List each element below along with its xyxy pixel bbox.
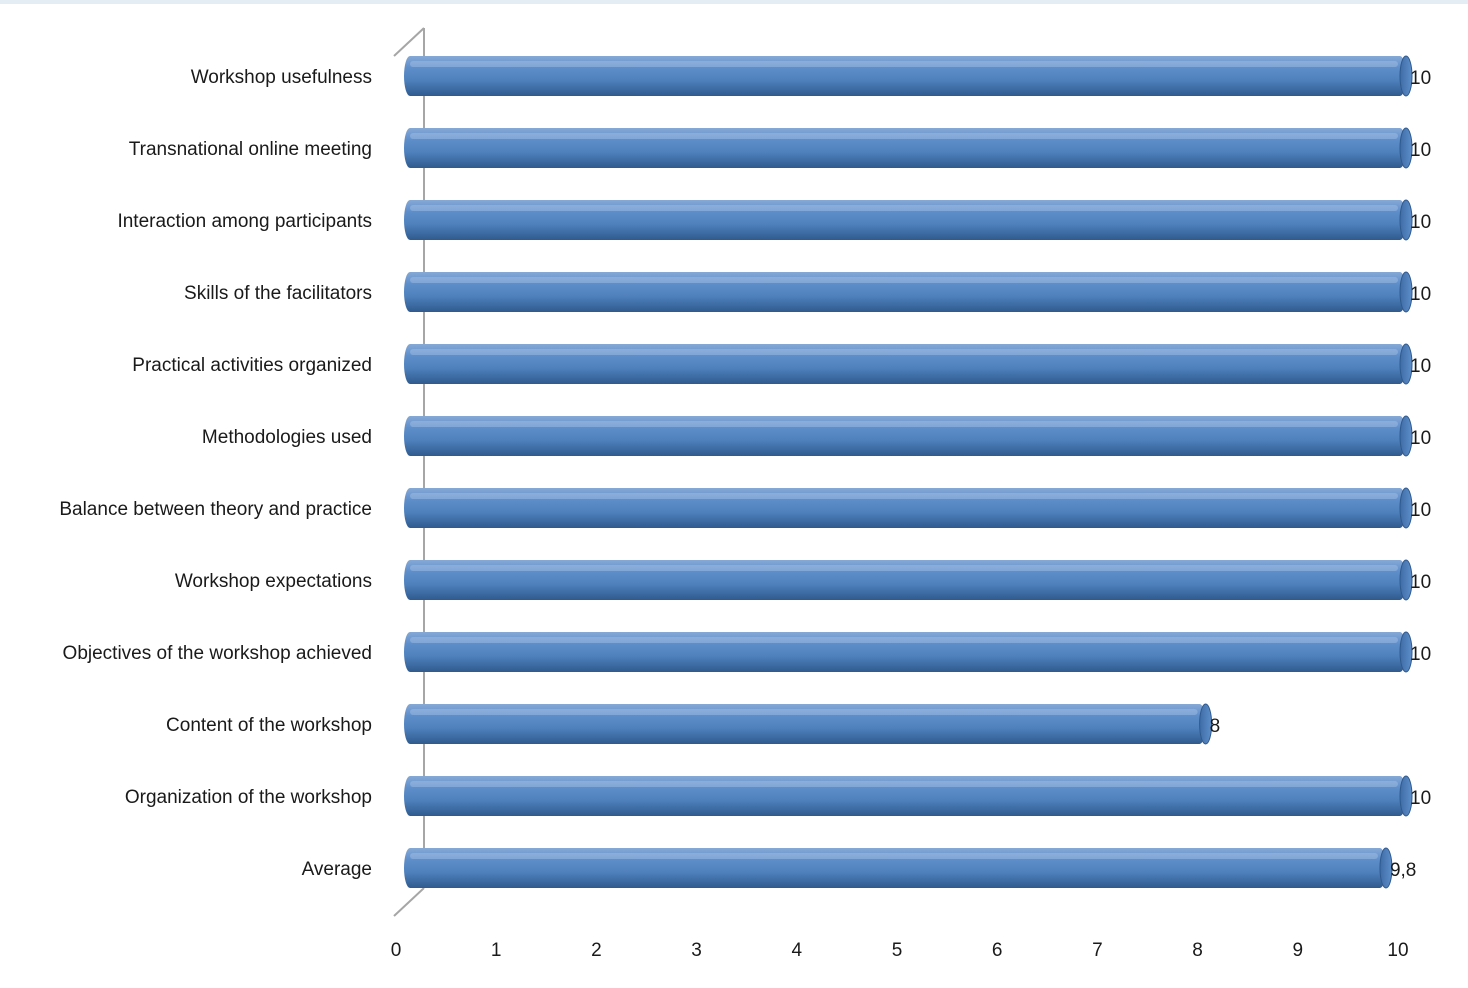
bar-highlight (410, 349, 1398, 355)
category-labels: Workshop usefulness Transnational online … (59, 67, 372, 880)
x-tick-label: 3 (691, 940, 702, 961)
bar (404, 271, 1413, 313)
bar-end-cap (1399, 631, 1413, 673)
bar-highlight (410, 277, 1398, 283)
data-label: 8 (1210, 716, 1221, 737)
x-tick-labels: 0 1 2 3 4 5 6 7 8 9 10 (391, 940, 1409, 961)
bar-highlight (410, 205, 1398, 211)
category-label: Transnational online meeting (129, 139, 372, 160)
data-label: 10 (1410, 428, 1431, 449)
x-tick-label: 2 (591, 940, 602, 961)
bar-end-cap (1399, 487, 1413, 529)
x-tick-label: 10 (1387, 940, 1408, 961)
data-label: 10 (1410, 644, 1431, 665)
bar-end-cap (1399, 415, 1413, 457)
x-tick-label: 8 (1192, 940, 1203, 961)
bar-body (404, 560, 1406, 600)
bar-body (404, 632, 1406, 672)
x-tick-label: 6 (992, 940, 1003, 961)
bar-body (404, 200, 1406, 240)
data-label: 10 (1410, 572, 1431, 593)
data-label: 10 (1410, 788, 1431, 809)
data-label: 9,8 (1390, 860, 1416, 881)
data-label: 10 (1410, 500, 1431, 521)
bar (404, 55, 1413, 97)
bar-body (404, 416, 1406, 456)
bar-end-cap (1379, 847, 1393, 889)
data-label: 10 (1410, 284, 1431, 305)
category-label: Workshop usefulness (191, 67, 372, 88)
data-labels: 10 10 10 10 10 10 10 10 10 8 10 9,8 (1210, 68, 1432, 881)
x-tick-label: 5 (892, 940, 903, 961)
bar-highlight (410, 853, 1378, 859)
bar-end-cap (1399, 127, 1413, 169)
x-tick-label: 7 (1092, 940, 1103, 961)
bar-body (404, 848, 1386, 888)
bar-body (404, 488, 1406, 528)
x-tick-label: 4 (792, 940, 803, 961)
bar (404, 127, 1413, 169)
bar (404, 847, 1393, 889)
bar (404, 415, 1413, 457)
x-tick-label: 1 (491, 940, 502, 961)
bar-body (404, 344, 1406, 384)
bar-highlight (410, 61, 1398, 67)
bar-body (404, 128, 1406, 168)
data-label: 10 (1410, 68, 1431, 89)
data-label: 10 (1410, 212, 1431, 233)
category-label: Objectives of the workshop achieved (63, 643, 372, 664)
category-label: Practical activities organized (132, 355, 372, 376)
bar (404, 487, 1413, 529)
bar (404, 199, 1413, 241)
y-axis-top-edge (393, 27, 425, 57)
y-axis-bottom-edge (393, 887, 425, 917)
bar (404, 559, 1413, 601)
bar-highlight (410, 709, 1198, 715)
bar-highlight (410, 421, 1398, 427)
bar-highlight (410, 133, 1398, 139)
bar-body (404, 776, 1406, 816)
bar (404, 631, 1413, 673)
bar-end-cap (1399, 559, 1413, 601)
bar (404, 343, 1413, 385)
bar-highlight (410, 781, 1398, 787)
bar-end-cap (1399, 775, 1413, 817)
bar-body (404, 56, 1406, 96)
bar-highlight (410, 565, 1398, 571)
top-border-strip (0, 0, 1468, 4)
bars (404, 55, 1413, 889)
category-label: Skills of the facilitators (184, 283, 372, 304)
x-tick-label: 0 (391, 940, 402, 961)
axes (393, 27, 425, 917)
bar-end-cap (1399, 343, 1413, 385)
category-label: Balance between theory and practice (59, 499, 372, 520)
bar-end-cap (1399, 199, 1413, 241)
bar-body (404, 704, 1206, 744)
bar-end-cap (1199, 703, 1213, 745)
bar-highlight (410, 493, 1398, 499)
bar (404, 775, 1413, 817)
bar-end-cap (1399, 55, 1413, 97)
category-label: Organization of the workshop (125, 787, 372, 808)
category-label: Interaction among participants (117, 211, 372, 232)
data-label: 10 (1410, 356, 1431, 377)
bar (404, 703, 1213, 745)
category-label: Average (302, 859, 372, 880)
category-label: Workshop expectations (175, 571, 372, 592)
data-label: 10 (1410, 140, 1431, 161)
bar-highlight (410, 637, 1398, 643)
x-tick-label: 9 (1293, 940, 1304, 961)
category-label: Content of the workshop (166, 715, 372, 736)
category-label: Methodologies used (202, 427, 372, 448)
bar-end-cap (1399, 271, 1413, 313)
bar-body (404, 272, 1406, 312)
